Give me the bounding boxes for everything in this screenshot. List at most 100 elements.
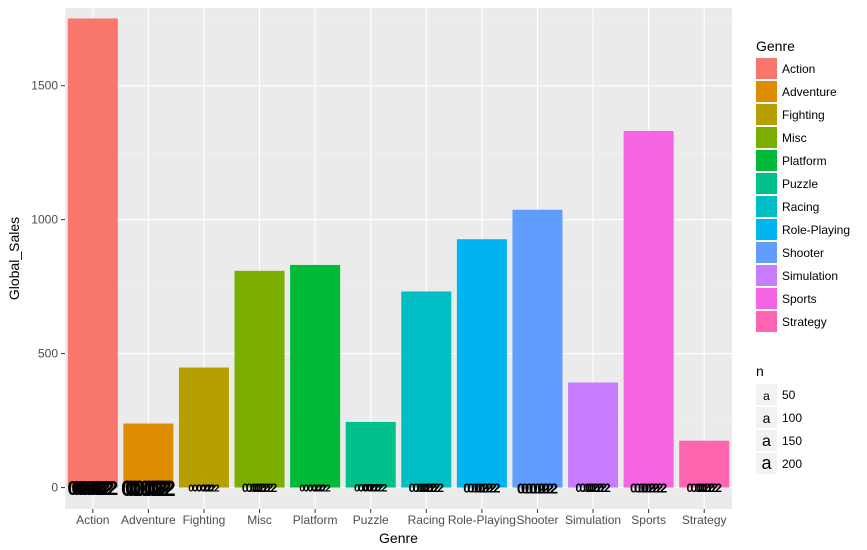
legend-swatch [756, 58, 777, 79]
bar-value-label: 0.02 [691, 481, 715, 495]
bar-value-label: 0.02 [467, 481, 492, 496]
legend-swatch [756, 127, 777, 148]
bar-value-label: 0.02 [575, 481, 599, 495]
bar-puzzle [345, 421, 396, 488]
y-tick-label: 0 [51, 481, 58, 495]
x-tick-label: Sports [631, 513, 666, 527]
size-legend-key [756, 453, 777, 474]
bar-value-label: 0.02 [250, 481, 274, 495]
y-axis-title: Global_Sales [6, 217, 22, 300]
bar-value-label: 0.02 [417, 481, 441, 495]
size-legend-title: n [756, 363, 764, 379]
bar-racing [401, 291, 452, 488]
bar-value-label: 0.02 [421, 481, 445, 495]
bar-value-label: 0.02 [517, 480, 546, 497]
bar-value-label: 0.02 [366, 483, 387, 495]
x-tick-label: Shooter [516, 513, 558, 527]
size-legend-glyph: a [763, 389, 770, 403]
bar-value-label: 0.02 [188, 483, 208, 494]
bar-value-label: 0.02 [362, 483, 383, 495]
x-tick-label: Simulation [565, 513, 621, 527]
bar-value-label: 0.02 [75, 478, 114, 500]
legend-swatch [756, 311, 777, 332]
bar-value-label: 0.02 [695, 481, 719, 495]
y-tick-label: 500 [38, 347, 58, 361]
bar-value-label: 0.02 [246, 481, 270, 495]
size-legend-glyph: a [763, 410, 771, 426]
bar-value-label: 0.02 [79, 478, 118, 500]
bar-adventure [123, 423, 174, 488]
bar-shooter [512, 209, 563, 488]
legend-title: Genre [756, 38, 795, 54]
bar-value-label: 0.02 [71, 478, 110, 500]
bar-value-label: 0.02 [521, 480, 550, 497]
bar-value-label: 0.02 [638, 481, 663, 496]
x-tick-label: Fighting [183, 513, 226, 527]
bar-simulation [568, 382, 619, 488]
bar-value-label: 0.02 [303, 483, 323, 494]
size-legend-label: 100 [782, 411, 802, 425]
bar-value-label: 0.02 [409, 481, 433, 495]
bar-action [67, 18, 118, 488]
bar-value-label: 0.02 [67, 478, 106, 500]
size-legend-key [756, 384, 777, 405]
bar-value-label: 0.02 [529, 480, 558, 497]
bar-value-label: 0.02 [587, 481, 611, 495]
bar-value-label: 0.02 [254, 481, 278, 495]
bar-value-label: 0.02 [129, 476, 172, 501]
legend-swatch [756, 196, 777, 217]
size-legend-label: 200 [782, 457, 802, 471]
x-tick-label: Platform [293, 513, 338, 527]
size-legend-key [756, 407, 777, 428]
legend-label: Action [782, 62, 815, 76]
legend-label: Simulation [782, 269, 838, 283]
size-legend-label: 150 [782, 434, 802, 448]
size-legend-glyph: a [761, 453, 772, 473]
bar-value-label: 0.02 [121, 476, 164, 501]
bar-misc [234, 270, 285, 488]
x-tick-label: Action [76, 513, 109, 527]
bar-sports [623, 130, 674, 488]
bar-value-label: 0.02 [358, 483, 379, 495]
legend-label: Racing [782, 200, 819, 214]
x-tick-label: Racing [408, 513, 445, 527]
legend-label: Sports [782, 292, 817, 306]
bar-value-label: 0.02 [307, 483, 327, 494]
bar-value-label: 0.02 [200, 483, 220, 494]
bar-value-label: 0.02 [242, 481, 266, 495]
x-axis-title: Genre [379, 530, 418, 546]
legend-label: Shooter [782, 246, 824, 260]
bar-value-label: 0.02 [311, 483, 331, 494]
bar-strategy [679, 440, 730, 488]
bar-value-label: 0.02 [583, 481, 607, 495]
legend-label: Puzzle [782, 177, 818, 191]
bar-value-label: 0.02 [579, 481, 603, 495]
size-legend-label: 50 [782, 388, 796, 402]
bar-value-label: 0.02 [196, 483, 216, 494]
bar-value-label: 0.02 [125, 476, 168, 501]
bar-value-label: 0.02 [299, 483, 319, 494]
bar-platform [290, 264, 341, 488]
x-tick-label: Puzzle [353, 513, 389, 527]
legend-swatch [756, 104, 777, 125]
legend-label: Adventure [782, 85, 837, 99]
bar-value-label: 0.02 [475, 481, 500, 496]
bar-value-label: 0.02 [354, 483, 375, 495]
legend-swatch [756, 288, 777, 309]
legend-label: Strategy [782, 315, 827, 329]
bar-role-playing [456, 239, 507, 488]
legend-swatch [756, 242, 777, 263]
x-tick-label: Strategy [682, 513, 727, 527]
bar-value-label: 0.02 [471, 481, 496, 496]
legend-swatch [756, 81, 777, 102]
bar-value-label: 0.02 [642, 481, 667, 496]
legend-swatch [756, 219, 777, 240]
bar-value-label: 0.02 [525, 480, 554, 497]
legend-swatch [756, 173, 777, 194]
y-tick-label: 1500 [31, 79, 58, 93]
size-legend-key [756, 430, 777, 451]
y-tick-label: 1000 [31, 213, 58, 227]
bar-value-label: 0.02 [463, 481, 488, 496]
bar-value-label: 0.02 [630, 481, 655, 496]
